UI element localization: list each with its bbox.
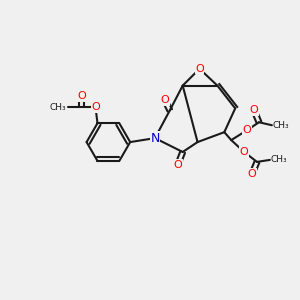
Text: CH₃: CH₃ (271, 155, 287, 164)
Text: O: O (240, 147, 248, 157)
Text: O: O (173, 160, 182, 170)
Text: N: N (150, 132, 160, 145)
Text: O: O (77, 92, 86, 101)
Text: O: O (91, 102, 100, 112)
Text: O: O (160, 95, 169, 106)
Text: O: O (195, 64, 204, 74)
Text: O: O (250, 105, 258, 116)
Text: O: O (248, 169, 256, 179)
Text: CH₃: CH₃ (49, 103, 66, 112)
Text: O: O (243, 125, 251, 135)
Text: CH₃: CH₃ (273, 121, 290, 130)
